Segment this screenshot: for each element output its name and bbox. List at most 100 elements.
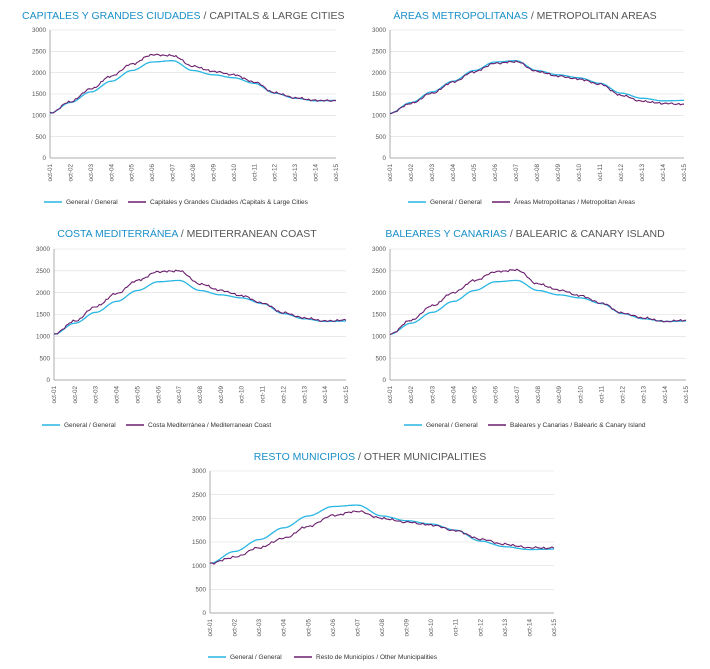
chart-title-es: BALEARES Y CANARIAS xyxy=(385,228,507,240)
chart-title: CAPITALES Y GRANDES CIUDADES / CAPITALS … xyxy=(22,10,345,22)
x-tick-label: oct-05 xyxy=(472,386,479,404)
x-tick-label: oct-08 xyxy=(190,164,197,182)
legend-label: General / General xyxy=(430,199,482,206)
x-tick-label: oct-10 xyxy=(428,619,435,637)
x-tick-label: oct-14 xyxy=(313,164,320,182)
y-tick-label: 2500 xyxy=(36,268,51,275)
x-tick-label: oct-11 xyxy=(260,386,267,404)
x-tick-label: oct-07 xyxy=(170,164,177,182)
x-tick-label: oct-07 xyxy=(514,386,521,404)
x-tick-label: oct-08 xyxy=(379,619,386,637)
x-tick-label: oct-13 xyxy=(292,164,299,182)
x-tick-label: oct-09 xyxy=(555,164,562,182)
y-tick-label: 3000 xyxy=(372,246,387,253)
x-tick-label: oct-04 xyxy=(108,164,115,182)
line-chart-capitals: 0 500 1000 1500 2000 2500 3000 oct-01 oct-02 oct-… xyxy=(32,27,340,206)
series-line-general xyxy=(49,60,336,114)
legend-label: Áreas Metropolitanas / Metropolitan Area… xyxy=(514,197,636,206)
x-tick-label: oct-03 xyxy=(429,164,436,182)
x-tick-label: oct-05 xyxy=(471,164,478,182)
legend-label: Costa Mediterránea / Mediterranean Coast xyxy=(148,422,271,429)
legend-label: General / General xyxy=(64,422,116,429)
x-tick-label: oct-04 xyxy=(114,386,121,404)
series-line-general xyxy=(209,504,554,564)
x-tick-label: oct-01 xyxy=(387,164,394,182)
x-tick-label: oct-01 xyxy=(387,386,394,404)
y-tick-label: 2000 xyxy=(372,290,387,297)
y-tick-label: 1500 xyxy=(192,539,207,546)
y-tick-label: 0 xyxy=(382,377,386,384)
x-tick-label: oct-10 xyxy=(231,164,238,182)
line-chart-other: 0 500 1000 1500 2000 2500 3000 oct-01 oct-02 oct-… xyxy=(192,468,558,661)
x-tick-label: oct-15 xyxy=(683,386,690,404)
y-tick-label: 1000 xyxy=(372,334,387,341)
series-line-region xyxy=(389,60,685,115)
x-tick-label: oct-08 xyxy=(197,386,204,404)
legend-label: Baleares y Canarias / Balearic & Canary … xyxy=(510,422,646,429)
x-tick-label: oct-09 xyxy=(556,386,563,404)
x-tick-label: oct-07 xyxy=(176,386,183,404)
legend-label: Capitales y Grandes Ciudades /Capitals &… xyxy=(150,199,309,206)
x-tick-label: oct-11 xyxy=(598,386,605,404)
x-tick-label: oct-12 xyxy=(280,386,287,404)
y-tick-label: 2000 xyxy=(36,290,51,297)
x-tick-label: oct-07 xyxy=(513,164,520,182)
y-tick-label: 1000 xyxy=(192,563,207,570)
y-tick-label: 1500 xyxy=(372,91,387,98)
x-tick-label: oct-11 xyxy=(251,164,258,182)
x-tick-label: oct-01 xyxy=(51,386,58,404)
x-tick-label: oct-15 xyxy=(343,386,350,404)
y-tick-label: 2500 xyxy=(32,49,47,56)
y-tick-label: 0 xyxy=(202,610,206,617)
x-tick-label: oct-09 xyxy=(210,164,217,182)
chart-title-es: RESTO MUNICIPIOS xyxy=(253,451,356,463)
x-tick-label: oct-03 xyxy=(88,164,95,182)
series-line-general xyxy=(389,60,684,114)
y-tick-label: 1000 xyxy=(32,113,47,120)
x-tick-label: oct-10 xyxy=(576,164,583,182)
x-tick-label: oct-06 xyxy=(155,386,162,404)
chart-title: COSTA MEDITERRÁNEA / MEDITERRANEAN COAST xyxy=(57,228,317,240)
line-chart-metropolitan: 0 500 1000 1500 2000 2500 3000 oct-01 oct-02 oct-… xyxy=(372,27,688,206)
legend-label: Resto de Municipios / Other Municipaliti… xyxy=(316,654,438,661)
x-tick-label: oct-10 xyxy=(577,386,584,404)
y-tick-label: 500 xyxy=(375,134,386,141)
y-tick-label: 3000 xyxy=(32,27,47,34)
x-tick-label: oct-14 xyxy=(526,619,533,637)
y-tick-label: 500 xyxy=(35,134,46,141)
chart-title: RESTO MUNICIPIOS / OTHER MUNICIPALITIES xyxy=(253,451,487,463)
legend-label: General / General xyxy=(66,199,118,206)
chart-title-en: MEDITERRANEAN COAST xyxy=(186,228,317,240)
x-tick-label: oct-03 xyxy=(429,386,436,404)
y-tick-label: 500 xyxy=(195,587,206,594)
y-tick-label: 2500 xyxy=(192,492,207,499)
x-tick-label: oct-05 xyxy=(305,619,312,637)
chart-panel-capitals: CAPITALES Y GRANDES CIUDADES / CAPITALS … xyxy=(22,10,345,215)
x-tick-label: oct-12 xyxy=(620,386,627,404)
x-tick-label: oct-12 xyxy=(618,164,625,182)
series-line-region xyxy=(54,269,347,335)
x-tick-label: oct-14 xyxy=(660,164,667,182)
x-tick-label: oct-08 xyxy=(534,164,541,182)
chart-panel-mediterranean: COSTA MEDITERRÁNEA / MEDITERRANEAN COAST… xyxy=(22,228,352,438)
x-tick-label: oct-11 xyxy=(453,619,460,637)
y-tick-label: 1500 xyxy=(36,312,51,319)
y-tick-label: 2000 xyxy=(192,516,207,523)
x-tick-label: oct-11 xyxy=(597,164,604,182)
chart-panel-metropolitan: ÁREAS METROPOLITANAS / METROPOLITAN AREA… xyxy=(360,10,690,215)
x-tick-label: oct-03 xyxy=(256,619,263,637)
x-tick-label: oct-09 xyxy=(218,386,225,404)
x-tick-label: oct-02 xyxy=(232,619,239,637)
legend-label: General / General xyxy=(426,422,478,429)
x-tick-label: oct-15 xyxy=(551,619,558,637)
chart-title-es: ÁREAS METROPOLITANAS xyxy=(393,10,528,22)
x-tick-label: oct-10 xyxy=(239,386,246,404)
y-tick-label: 500 xyxy=(375,355,386,362)
x-tick-label: oct-13 xyxy=(301,386,308,404)
y-tick-label: 500 xyxy=(39,355,50,362)
x-tick-label: oct-02 xyxy=(408,386,415,404)
series-line-region xyxy=(49,53,337,114)
x-tick-label: oct-05 xyxy=(129,164,136,182)
x-tick-label: oct-01 xyxy=(47,164,54,182)
legend-label: General / General xyxy=(230,654,282,661)
